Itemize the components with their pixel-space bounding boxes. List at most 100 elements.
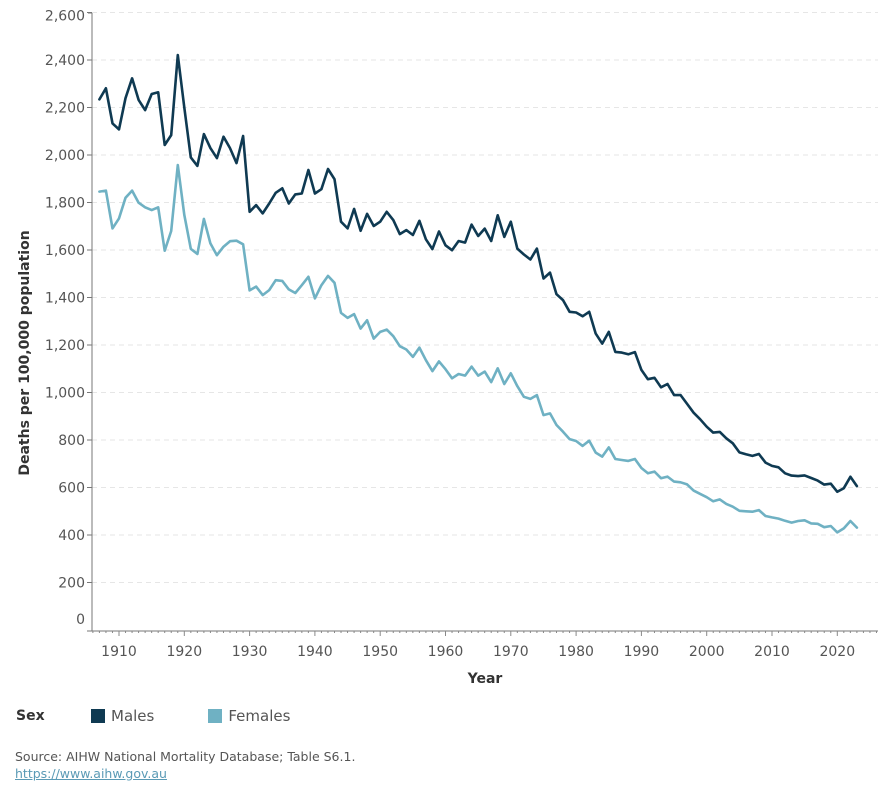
data-point[interactable] xyxy=(710,430,716,436)
data-point[interactable] xyxy=(776,516,782,522)
series-line-males[interactable] xyxy=(98,53,859,494)
data-point[interactable] xyxy=(612,349,618,355)
data-point[interactable] xyxy=(312,295,318,301)
data-point[interactable] xyxy=(730,440,736,446)
data-point[interactable] xyxy=(847,474,853,480)
data-point[interactable] xyxy=(116,215,122,221)
data-point[interactable] xyxy=(96,96,102,102)
data-point[interactable] xyxy=(462,240,468,246)
data-point[interactable] xyxy=(730,504,736,510)
data-point[interactable] xyxy=(599,341,605,347)
data-point[interactable] xyxy=(443,366,449,372)
data-point[interactable] xyxy=(704,424,710,430)
data-point[interactable] xyxy=(606,444,612,450)
data-point[interactable] xyxy=(573,438,579,444)
data-point[interactable] xyxy=(123,95,129,101)
data-point[interactable] xyxy=(736,449,742,455)
data-point[interactable] xyxy=(338,310,344,316)
data-point[interactable] xyxy=(149,91,155,97)
data-point[interactable] xyxy=(821,524,827,530)
data-point[interactable] xyxy=(175,52,181,58)
data-point[interactable] xyxy=(762,513,768,519)
data-point[interactable] xyxy=(710,498,716,504)
data-point[interactable] xyxy=(207,145,213,151)
data-point[interactable] xyxy=(266,200,272,206)
data-point[interactable] xyxy=(508,370,514,376)
data-point[interactable] xyxy=(684,481,690,487)
data-point[interactable] xyxy=(253,202,259,208)
data-point[interactable] xyxy=(743,451,749,457)
data-point[interactable] xyxy=(338,219,344,225)
data-point[interactable] xyxy=(240,241,246,247)
data-point[interactable] xyxy=(331,280,337,286)
data-point[interactable] xyxy=(599,454,605,460)
data-point[interactable] xyxy=(462,373,468,379)
data-point[interactable] xyxy=(554,291,560,297)
data-point[interactable] xyxy=(501,234,507,240)
data-point[interactable] xyxy=(397,343,403,349)
data-point[interactable] xyxy=(567,309,573,315)
data-point[interactable] xyxy=(691,410,697,416)
data-point[interactable] xyxy=(305,274,311,280)
data-point[interactable] xyxy=(854,483,860,489)
data-point[interactable] xyxy=(142,204,148,210)
data-point[interactable] xyxy=(514,383,520,389)
data-point[interactable] xyxy=(815,521,821,527)
data-point[interactable] xyxy=(665,381,671,387)
data-point[interactable] xyxy=(841,485,847,491)
data-point[interactable] xyxy=(560,429,566,435)
data-point[interactable] xyxy=(625,458,631,464)
data-point[interactable] xyxy=(749,453,755,459)
data-point[interactable] xyxy=(632,349,638,355)
data-point[interactable] xyxy=(273,190,279,196)
data-point[interactable] xyxy=(723,501,729,507)
data-point[interactable] xyxy=(449,375,455,381)
data-point[interactable] xyxy=(678,479,684,485)
data-point[interactable] xyxy=(286,200,292,206)
data-point[interactable] xyxy=(234,238,240,244)
data-point[interactable] xyxy=(364,317,370,323)
data-point[interactable] xyxy=(475,233,481,239)
data-point[interactable] xyxy=(168,228,174,234)
data-point[interactable] xyxy=(358,326,364,332)
data-point[interactable] xyxy=(527,257,533,263)
data-point[interactable] xyxy=(390,217,396,223)
data-point[interactable] xyxy=(736,508,742,514)
data-point[interactable] xyxy=(658,475,664,481)
data-point[interactable] xyxy=(155,89,161,95)
data-point[interactable] xyxy=(266,287,272,293)
data-point[interactable] xyxy=(828,523,834,529)
data-point[interactable] xyxy=(678,392,684,398)
data-point[interactable] xyxy=(96,189,102,195)
data-point[interactable] xyxy=(345,225,351,231)
data-point[interactable] xyxy=(416,345,422,351)
data-point[interactable] xyxy=(136,97,142,103)
data-point[interactable] xyxy=(449,247,455,253)
data-point[interactable] xyxy=(789,473,795,479)
data-point[interactable] xyxy=(534,246,540,252)
data-point[interactable] xyxy=(521,252,527,258)
data-point[interactable] xyxy=(704,494,710,500)
data-point[interactable] xyxy=(808,475,814,481)
data-point[interactable] xyxy=(540,412,546,418)
data-point[interactable] xyxy=(554,422,560,428)
data-point[interactable] xyxy=(260,292,266,298)
data-point[interactable] xyxy=(697,491,703,497)
data-point[interactable] xyxy=(769,514,775,520)
data-point[interactable] xyxy=(547,410,553,416)
data-point[interactable] xyxy=(162,142,168,148)
data-point[interactable] xyxy=(540,276,546,282)
data-point[interactable] xyxy=(377,219,383,225)
data-point[interactable] xyxy=(580,313,586,319)
data-point[interactable] xyxy=(469,364,475,370)
data-point[interactable] xyxy=(456,238,462,244)
data-point[interactable] xyxy=(351,206,357,212)
data-point[interactable] xyxy=(247,209,253,215)
data-point[interactable] xyxy=(429,246,435,252)
data-point[interactable] xyxy=(312,190,318,196)
data-point[interactable] xyxy=(325,166,331,172)
data-point[interactable] xyxy=(717,496,723,502)
data-point[interactable] xyxy=(508,219,514,225)
data-point[interactable] xyxy=(495,365,501,371)
data-point[interactable] xyxy=(175,162,181,168)
